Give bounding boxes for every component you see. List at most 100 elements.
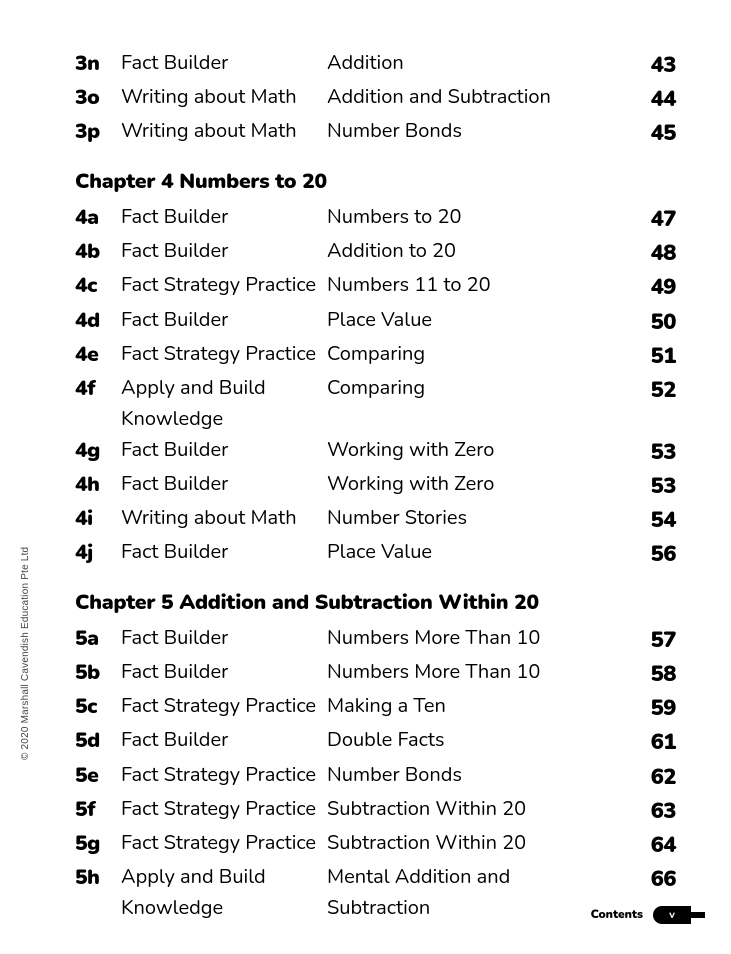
toc-page-number: 52 xyxy=(616,373,676,407)
chapter-title: Chapter 4 Numbers to 20 xyxy=(75,168,676,196)
toc-row: 5dFact BuilderDouble Facts61 xyxy=(75,725,676,759)
toc-row: 5hApply and Build KnowledgeMental Additi… xyxy=(75,862,676,924)
toc-code: 3n xyxy=(75,48,115,81)
chapter-title: Chapter 5 Addition and Subtraction Withi… xyxy=(75,589,676,617)
toc-topic: Double Facts xyxy=(327,725,610,756)
toc-topic: Making a Ten xyxy=(327,691,610,722)
toc-row: 5eFact Strategy PracticeNumber Bonds62 xyxy=(75,760,676,794)
toc-row: 5fFact Strategy PracticeSubtraction With… xyxy=(75,794,676,828)
toc-topic: Numbers to 20 xyxy=(327,202,610,233)
page-footer: Contents v xyxy=(591,906,691,924)
toc-row: 4dFact BuilderPlace Value50 xyxy=(75,305,676,339)
toc-type: Fact Builder xyxy=(121,48,321,79)
toc-code: 4e xyxy=(75,339,115,372)
toc-sections: 3nFact BuilderAddition433oWriting about … xyxy=(75,48,676,924)
toc-page-number: 50 xyxy=(616,305,676,339)
toc-topic: Place Value xyxy=(327,305,610,336)
toc-page-number: 58 xyxy=(616,657,676,691)
toc-topic: Addition to 20 xyxy=(327,236,610,267)
copyright-text: © 2020 Marshall Cavendish Education Pte … xyxy=(20,547,31,760)
toc-page-number: 53 xyxy=(616,469,676,503)
page-number-tab: v xyxy=(653,906,691,924)
toc-code: 5e xyxy=(75,760,115,793)
toc-code: 5d xyxy=(75,725,115,758)
toc-type: Writing about Math xyxy=(121,503,321,534)
toc-type: Fact Builder xyxy=(121,657,321,688)
toc-topic: Comparing xyxy=(327,339,610,370)
toc-topic: Numbers More Than 10 xyxy=(327,623,610,654)
toc-row: 4eFact Strategy PracticeComparing51 xyxy=(75,339,676,373)
footer-label: Contents xyxy=(591,907,643,923)
toc-code: 3o xyxy=(75,82,115,115)
toc-page-number: 62 xyxy=(616,760,676,794)
toc-topic: Subtraction Within 20 xyxy=(327,828,610,859)
toc-code: 4a xyxy=(75,202,115,235)
toc-row: 3pWriting about MathNumber Bonds45 xyxy=(75,116,676,150)
toc-topic: Addition and Subtraction xyxy=(327,82,610,113)
toc-page-number: 61 xyxy=(616,725,676,759)
toc-type: Fact Strategy Practice xyxy=(121,760,321,791)
toc-topic: Mental Addition and Subtraction xyxy=(327,862,610,924)
toc-topic: Working with Zero xyxy=(327,435,610,466)
toc-type: Fact Builder xyxy=(121,435,321,466)
toc-code: 5c xyxy=(75,691,115,724)
toc-row: 5bFact BuilderNumbers More Than 1058 xyxy=(75,657,676,691)
toc-type: Writing about Math xyxy=(121,82,321,113)
toc-page-number: 64 xyxy=(616,828,676,862)
toc-page-number: 53 xyxy=(616,435,676,469)
toc-topic: Addition xyxy=(327,48,610,79)
toc-page-number: 56 xyxy=(616,537,676,571)
toc-code: 3p xyxy=(75,116,115,149)
toc-code: 4j xyxy=(75,537,115,570)
toc-row: 4iWriting about MathNumber Stories54 xyxy=(75,503,676,537)
toc-page-number: 57 xyxy=(616,623,676,657)
toc-code: 5g xyxy=(75,828,115,861)
toc-type: Fact Builder xyxy=(121,305,321,336)
toc-page: © 2020 Marshall Cavendish Education Pte … xyxy=(0,0,731,954)
toc-topic: Numbers More Than 10 xyxy=(327,657,610,688)
toc-type: Apply and Build Knowledge xyxy=(121,862,321,924)
toc-type: Fact Builder xyxy=(121,623,321,654)
toc-type: Fact Strategy Practice xyxy=(121,794,321,825)
toc-page-number: 49 xyxy=(616,270,676,304)
toc-row: 5gFact Strategy PracticeSubtraction With… xyxy=(75,828,676,862)
toc-type: Fact Builder xyxy=(121,469,321,500)
toc-type: Fact Strategy Practice xyxy=(121,270,321,301)
toc-page-number: 54 xyxy=(616,503,676,537)
toc-code: 4c xyxy=(75,270,115,303)
toc-code: 4d xyxy=(75,305,115,338)
toc-row: 4aFact BuilderNumbers to 2047 xyxy=(75,202,676,236)
toc-code: 4i xyxy=(75,503,115,536)
toc-type: Fact Builder xyxy=(121,725,321,756)
toc-type: Fact Builder xyxy=(121,202,321,233)
toc-section: Chapter 5 Addition and Subtraction Withi… xyxy=(75,589,676,924)
toc-type: Fact Strategy Practice xyxy=(121,828,321,859)
toc-code: 4b xyxy=(75,236,115,269)
toc-row: 4hFact BuilderWorking with Zero53 xyxy=(75,469,676,503)
toc-topic: Working with Zero xyxy=(327,469,610,500)
toc-page-number: 48 xyxy=(616,236,676,270)
toc-row: 4fApply and Build KnowledgeComparing52 xyxy=(75,373,676,435)
toc-row: 5aFact BuilderNumbers More Than 1057 xyxy=(75,623,676,657)
toc-code: 5h xyxy=(75,862,115,895)
toc-type: Fact Strategy Practice xyxy=(121,339,321,370)
toc-topic: Number Bonds xyxy=(327,116,610,147)
toc-topic: Place Value xyxy=(327,537,610,568)
toc-topic: Number Stories xyxy=(327,503,610,534)
toc-type: Apply and Build Knowledge xyxy=(121,373,321,435)
toc-topic: Numbers 11 to 20 xyxy=(327,270,610,301)
toc-page-number: 44 xyxy=(616,82,676,116)
toc-row: 3oWriting about MathAddition and Subtrac… xyxy=(75,82,676,116)
toc-section: Chapter 4 Numbers to 204aFact BuilderNum… xyxy=(75,168,676,571)
toc-row: 4gFact BuilderWorking with Zero53 xyxy=(75,435,676,469)
toc-row: 5cFact Strategy PracticeMaking a Ten59 xyxy=(75,691,676,725)
toc-topic: Subtraction Within 20 xyxy=(327,794,610,825)
toc-type: Fact Strategy Practice xyxy=(121,691,321,722)
toc-code: 5f xyxy=(75,794,115,827)
toc-type: Writing about Math xyxy=(121,116,321,147)
toc-code: 5b xyxy=(75,657,115,690)
toc-row: 4cFact Strategy PracticeNumbers 11 to 20… xyxy=(75,270,676,304)
toc-page-number: 47 xyxy=(616,202,676,236)
toc-code: 4g xyxy=(75,435,115,468)
toc-page-number: 51 xyxy=(616,339,676,373)
